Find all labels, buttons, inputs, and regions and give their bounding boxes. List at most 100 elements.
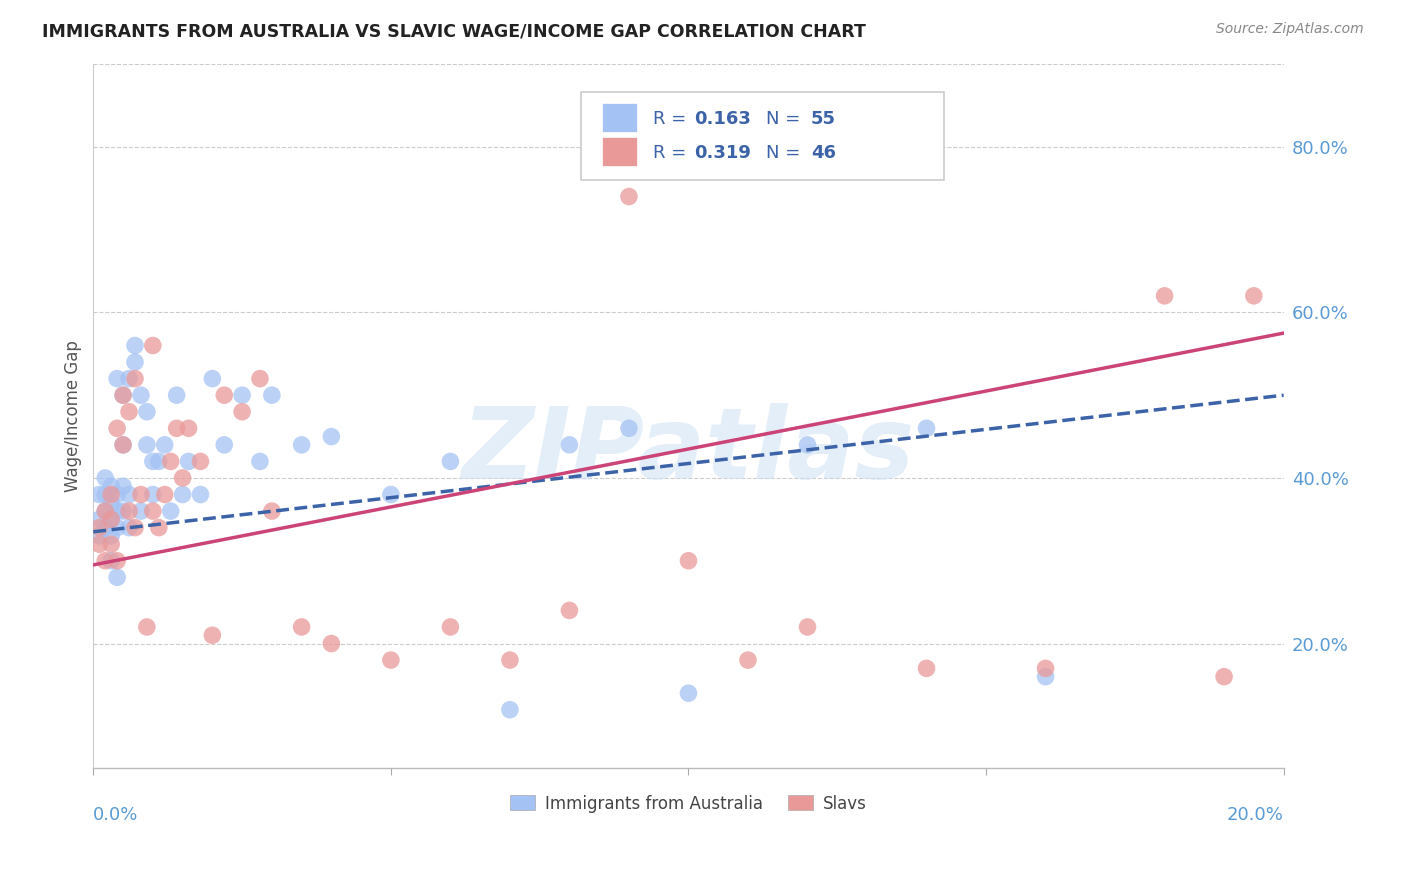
Point: [142, 338, 165, 352]
Point: [94, 504, 117, 518]
Point: [153, 487, 176, 501]
Point: [118, 521, 141, 535]
Point: [105, 554, 128, 568]
Point: [249, 454, 271, 468]
Point: [231, 405, 253, 419]
Text: R =: R =: [652, 110, 692, 128]
Point: [100, 496, 122, 510]
Point: [166, 388, 188, 402]
Point: [190, 454, 212, 468]
Point: [100, 554, 122, 568]
FancyBboxPatch shape: [581, 92, 945, 180]
Point: [177, 454, 200, 468]
Point: [796, 620, 818, 634]
Point: [291, 438, 314, 452]
Point: [100, 512, 122, 526]
Point: [118, 504, 141, 518]
Point: [142, 504, 165, 518]
Point: [321, 636, 343, 650]
Point: [100, 529, 122, 543]
Point: [558, 438, 581, 452]
Point: [112, 388, 135, 402]
Point: [112, 479, 135, 493]
Text: IMMIGRANTS FROM AUSTRALIA VS SLAVIC WAGE/INCOME GAP CORRELATION CHART: IMMIGRANTS FROM AUSTRALIA VS SLAVIC WAGE…: [42, 22, 866, 40]
Point: [380, 487, 402, 501]
Point: [105, 487, 128, 501]
Point: [100, 512, 122, 526]
Point: [1035, 661, 1057, 675]
Point: [94, 504, 117, 518]
Point: [135, 405, 157, 419]
Point: [129, 487, 152, 501]
Text: 46: 46: [811, 144, 837, 161]
Point: [94, 471, 117, 485]
Point: [100, 479, 122, 493]
Point: [124, 521, 146, 535]
Point: [129, 388, 152, 402]
Point: [201, 371, 224, 385]
Y-axis label: Wage/Income Gap: Wage/Income Gap: [65, 340, 82, 491]
Point: [190, 487, 212, 501]
Point: [94, 487, 117, 501]
Point: [135, 620, 157, 634]
Point: [617, 421, 640, 435]
Point: [678, 554, 700, 568]
Point: [172, 471, 194, 485]
Point: [105, 504, 128, 518]
Text: 55: 55: [811, 110, 837, 128]
Point: [112, 388, 135, 402]
Point: [89, 537, 111, 551]
Point: [89, 521, 111, 535]
Point: [100, 537, 122, 551]
Point: [94, 554, 117, 568]
Bar: [602, 136, 637, 166]
Point: [112, 438, 135, 452]
Point: [172, 487, 194, 501]
Text: R =: R =: [652, 144, 692, 161]
Point: [260, 504, 283, 518]
Point: [118, 371, 141, 385]
Point: [915, 661, 938, 675]
Point: [558, 603, 581, 617]
Point: [105, 421, 128, 435]
Legend: Immigrants from Australia, Slavs: Immigrants from Australia, Slavs: [503, 788, 873, 819]
Point: [105, 371, 128, 385]
Point: [291, 620, 314, 634]
Point: [231, 388, 253, 402]
Point: [124, 371, 146, 385]
Point: [249, 371, 271, 385]
Point: [112, 504, 135, 518]
Point: [142, 487, 165, 501]
Point: [105, 570, 128, 584]
Point: [321, 429, 343, 443]
Point: [1213, 670, 1236, 684]
Point: [124, 338, 146, 352]
Point: [617, 189, 640, 203]
Point: [148, 521, 170, 535]
Point: [212, 438, 235, 452]
Point: [499, 653, 522, 667]
Point: [439, 454, 461, 468]
Text: N =: N =: [766, 144, 806, 161]
Point: [118, 405, 141, 419]
Point: [380, 653, 402, 667]
Point: [1243, 289, 1265, 303]
Point: [142, 454, 165, 468]
Point: [89, 512, 111, 526]
Point: [212, 388, 235, 402]
Point: [796, 438, 818, 452]
Point: [89, 487, 111, 501]
Point: [201, 628, 224, 642]
Text: 20.0%: 20.0%: [1227, 806, 1284, 824]
Point: [159, 454, 181, 468]
Point: [112, 438, 135, 452]
Point: [1035, 670, 1057, 684]
Point: [1153, 289, 1175, 303]
Point: [94, 521, 117, 535]
Point: [737, 653, 759, 667]
Point: [678, 686, 700, 700]
Point: [129, 504, 152, 518]
Point: [105, 521, 128, 535]
Point: [118, 487, 141, 501]
Point: [260, 388, 283, 402]
